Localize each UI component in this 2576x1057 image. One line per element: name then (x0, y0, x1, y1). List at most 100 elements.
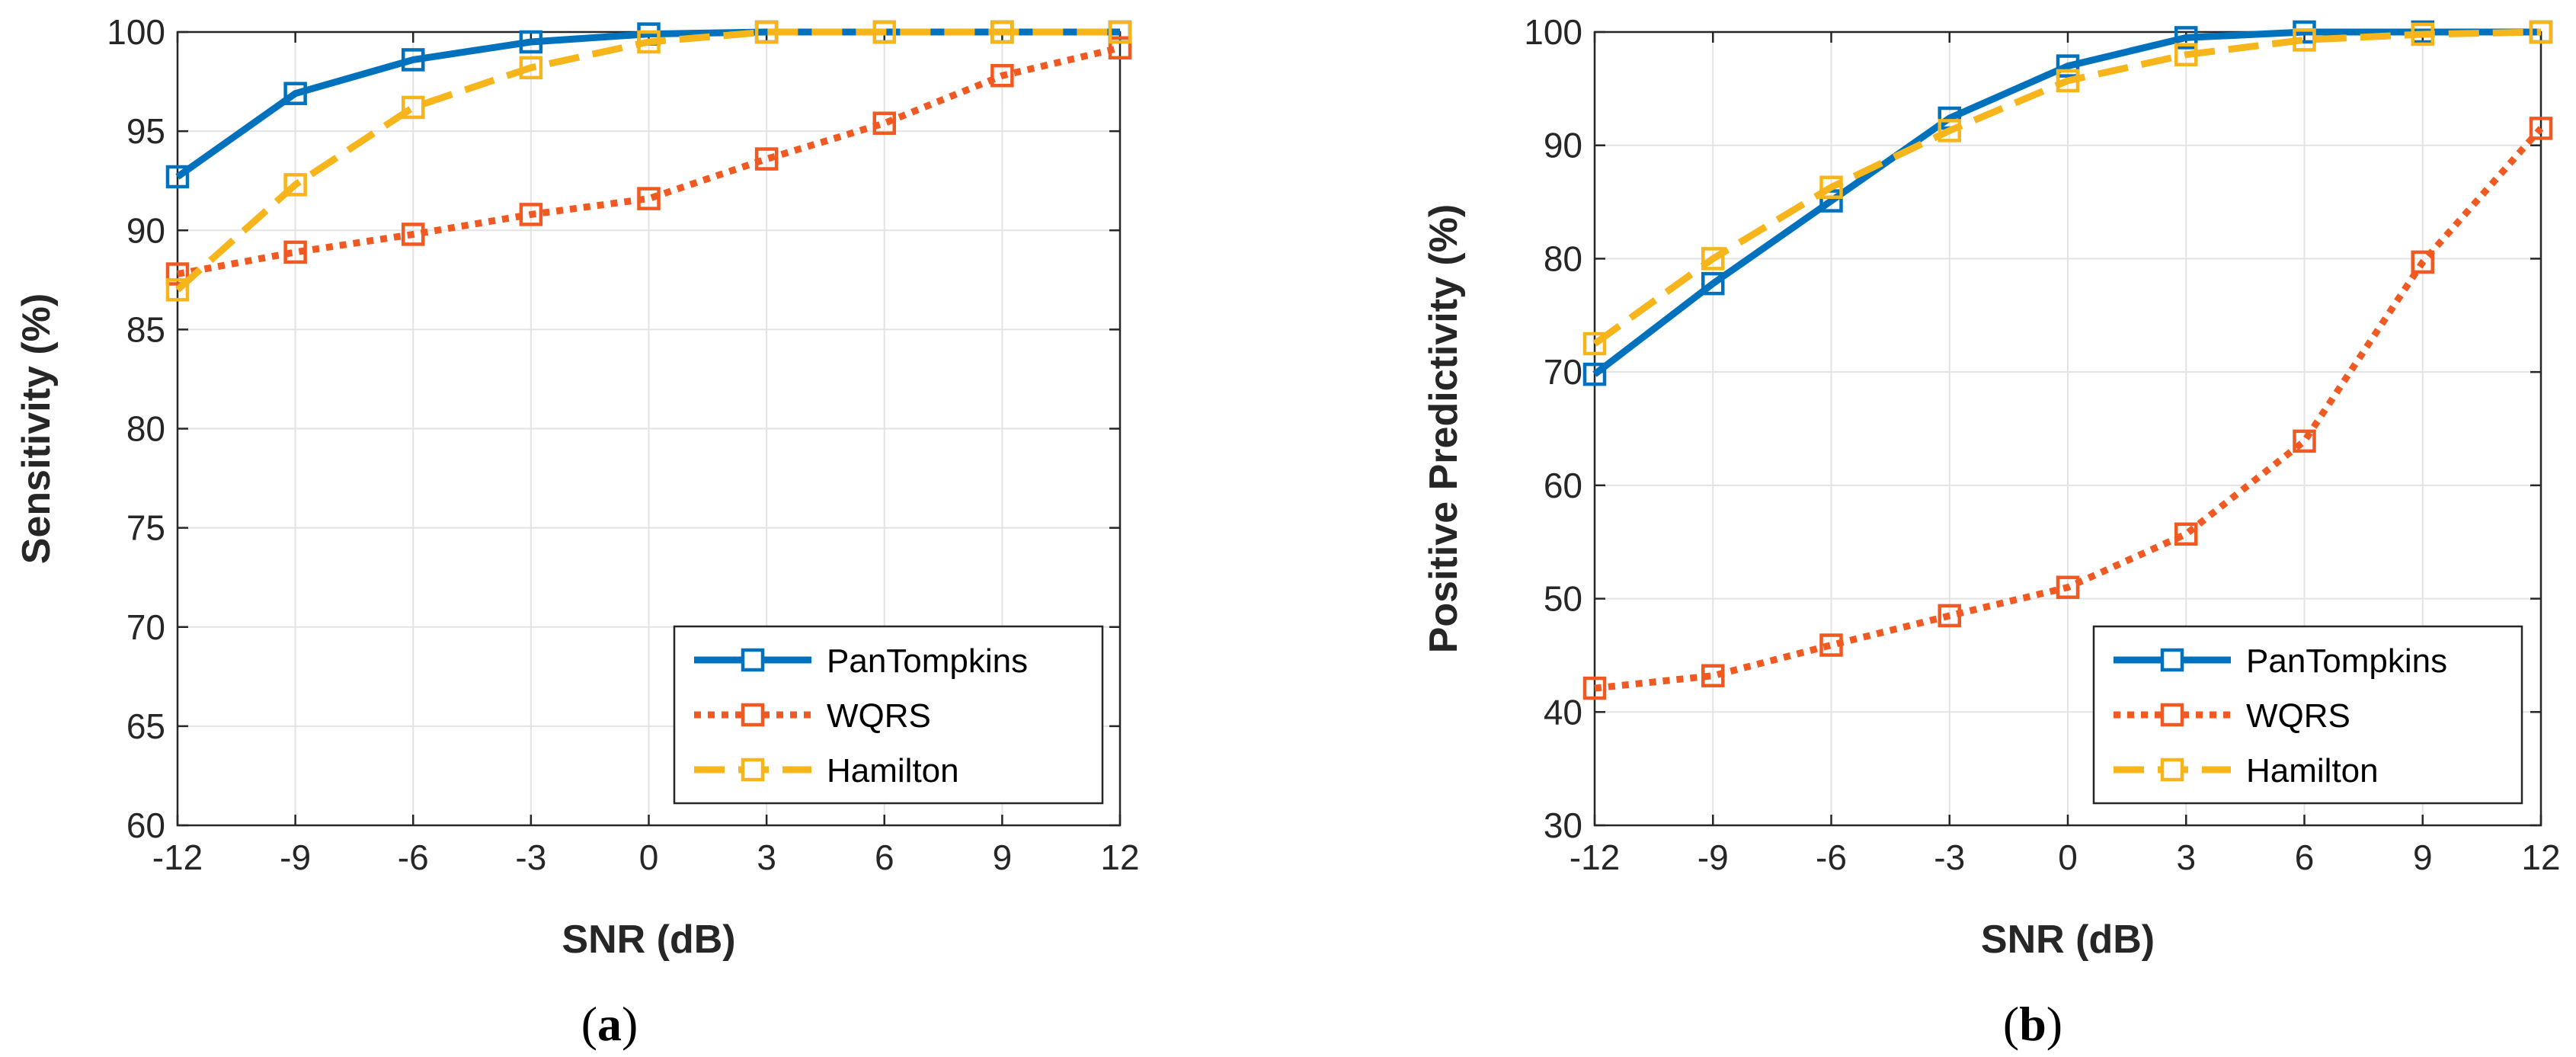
data-point-hamilton (2529, 20, 2553, 44)
data-point-wqrs (402, 223, 425, 246)
data-point-hamilton (2056, 69, 2080, 93)
x-tick-label: -6 (1816, 838, 1847, 877)
x-tick-label: 6 (875, 838, 894, 877)
data-point-wqrs (2529, 117, 2553, 140)
data-point-wqrs (2056, 575, 2080, 599)
x-tick-label: -9 (280, 838, 311, 877)
x-tick-label: 3 (2176, 838, 2196, 877)
data-point-hamilton (1819, 175, 1843, 199)
panel-caption: (b) (2003, 997, 2062, 1051)
legend-marker-pantompkins (2160, 648, 2184, 672)
caption-close: ) (2046, 997, 2062, 1051)
x-tick-label: -9 (1698, 838, 1729, 877)
data-point-hamilton (2293, 28, 2316, 52)
data-point-pantompkins (1701, 271, 1725, 296)
data-point-wqrs (990, 64, 1014, 88)
data-point-wqrs (1582, 676, 1607, 700)
data-point-hamilton (165, 278, 190, 302)
legend: PanTompkins WQRS Hamilton (2092, 625, 2523, 805)
x-tick-label: -3 (1934, 838, 1965, 877)
data-point-hamilton (1108, 20, 1132, 44)
x-tick-label: -12 (1570, 838, 1620, 877)
y-tick-label: 70 (1544, 352, 1582, 392)
data-point-wqrs (1701, 664, 1725, 687)
y-tick-label: 80 (126, 409, 165, 449)
y-tick-label: 90 (126, 210, 165, 250)
legend-label: PanTompkins (2246, 642, 2447, 680)
data-point-wqrs (283, 240, 307, 264)
data-point-wqrs (165, 262, 190, 286)
legend-label: WQRS (827, 697, 931, 735)
legend: PanTompkins WQRS Hamilton (673, 625, 1104, 805)
y-tick-label: 60 (1544, 466, 1582, 505)
legend-label: Hamilton (827, 752, 959, 790)
data-point-hamilton (990, 20, 1014, 44)
data-point-wqrs (872, 111, 896, 135)
y-tick-label: 65 (126, 706, 165, 746)
data-point-pantompkins (519, 30, 543, 54)
series-line-hamilton (1592, 28, 2542, 347)
data-point-hamilton (754, 20, 779, 44)
data-point-pantompkins (1582, 362, 1607, 386)
data-point-pantompkins (2174, 26, 2198, 50)
data-point-wqrs (2411, 250, 2434, 274)
x-tick-label: -12 (152, 838, 203, 877)
x-tick-label: -6 (398, 838, 429, 877)
series-line-hamilton (175, 28, 1120, 293)
x-tick-label: -3 (515, 838, 546, 877)
caption-open: ( (581, 997, 597, 1051)
legend-marker-hamilton (741, 758, 765, 782)
x-axis-label: SNR (dB) (562, 918, 735, 962)
x-tick-label: 12 (1100, 838, 1139, 877)
data-point-hamilton (1582, 332, 1607, 356)
legend-marker-pantompkins (741, 648, 765, 672)
data-point-hamilton (637, 30, 661, 54)
legend-label: Hamilton (2246, 752, 2379, 790)
data-point-hamilton (2411, 22, 2434, 46)
y-tick-label: 75 (126, 508, 165, 548)
data-point-pantompkins (2056, 54, 2080, 78)
x-tick-label: 3 (757, 838, 776, 877)
data-point-wqrs (1819, 633, 1843, 657)
data-point-wqrs (637, 187, 661, 210)
data-point-hamilton (519, 56, 543, 80)
data-point-wqrs (2293, 429, 2316, 453)
chart-panel-b: -12 -9 -6 -3 0 3 6 9 12 30 40 50 60 70 80 90 100 SNR (dB)… (1422, 12, 2561, 1051)
y-tick-label: 100 (107, 12, 165, 52)
x-tick-label: 6 (2295, 838, 2315, 877)
y-tick-label: 50 (1544, 579, 1582, 619)
x-tick-label: 0 (639, 838, 659, 877)
series-line-wqrs (1594, 126, 2544, 692)
x-tick-label: 12 (2521, 838, 2560, 877)
data-point-pantompkins (402, 48, 425, 72)
data-point-wqrs (1938, 604, 1961, 628)
legend-marker-wqrs (741, 703, 765, 727)
data-point-hamilton (283, 173, 307, 197)
legend-label: WQRS (2246, 697, 2350, 735)
data-point-wqrs (519, 203, 543, 226)
chart-panel-a: -12 -9 -6 -3 0 3 6 9 12 60 65 70 75 80 85 90 95 100 SNR (d… (14, 12, 1140, 1051)
legend-marker-wqrs (2160, 703, 2184, 727)
y-tick-label: 60 (126, 806, 165, 845)
y-tick-label: 40 (1544, 692, 1582, 732)
data-point-wqrs (2174, 522, 2198, 546)
y-tick-label: 30 (1544, 806, 1582, 845)
legend-label: PanTompkins (827, 642, 1028, 680)
y-tick-label: 80 (1544, 239, 1582, 278)
caption-open: ( (2003, 997, 2019, 1051)
y-axis-label: Sensitivity (%) (14, 293, 59, 564)
data-point-hamilton (872, 20, 896, 44)
x-tick-label: 9 (2413, 838, 2433, 877)
series-line-wqrs (177, 44, 1122, 277)
caption-letter: a (597, 997, 622, 1051)
data-point-pantompkins (165, 165, 190, 189)
data-point-hamilton (1938, 119, 1961, 143)
data-point-hamilton (402, 95, 425, 120)
legend-marker-hamilton (2160, 758, 2184, 782)
data-point-pantompkins (283, 82, 307, 105)
y-tick-label: 90 (1544, 126, 1582, 165)
data-point-hamilton (2174, 43, 2198, 66)
y-tick-label: 95 (126, 111, 165, 151)
x-tick-label: 9 (993, 838, 1013, 877)
